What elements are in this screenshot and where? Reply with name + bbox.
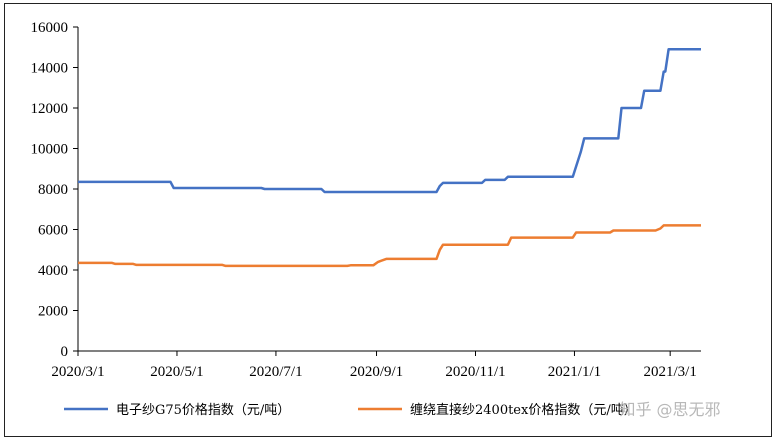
x-tick-label: 2020/9/1	[350, 364, 403, 380]
x-tick-label: 2020/3/1	[51, 364, 104, 380]
series-line-2	[78, 224, 701, 268]
series-line-1	[78, 48, 701, 194]
y-tick-label: 12000	[31, 101, 69, 117]
x-tick-label: 2020/7/1	[249, 364, 302, 380]
legend-label-2: 缠绕直接纱2400tex价格指数（元/吨）	[410, 402, 637, 418]
series-lines	[78, 48, 701, 268]
y-tick-label: 6000	[38, 223, 68, 239]
x-axis-ticks: 2020/3/1 2020/5/1 2020/7/1 2020/9/1 2020/11/…	[51, 351, 697, 380]
legend: 电子纱G75价格指数（元/吨） 缠绕直接纱2400tex价格指数（元/吨）	[64, 402, 637, 418]
y-tick-label: 10000	[31, 142, 69, 158]
axes	[77, 27, 701, 352]
y-tick-label: 4000	[38, 263, 68, 279]
chart-frame	[4, 3, 772, 437]
y-tick-label: 2000	[38, 304, 68, 320]
y-tick-label: 14000	[31, 61, 69, 77]
x-tick-label: 2020/11/1	[445, 364, 505, 380]
watermark-text: 知乎 @思无邪	[619, 400, 720, 419]
y-axis-ticks: 0 2000 4000 6000 8000 10000 12000 14000 16000	[31, 20, 78, 360]
x-tick-label: 2021/1/1	[548, 364, 601, 380]
x-tick-label: 2020/5/1	[150, 364, 203, 380]
y-tick-label: 16000	[31, 20, 69, 36]
y-tick-label: 8000	[38, 182, 68, 198]
x-tick-label: 2021/3/1	[644, 364, 697, 380]
legend-label-1: 电子纱G75价格指数（元/吨）	[116, 402, 290, 418]
y-tick-label: 0	[61, 344, 69, 360]
